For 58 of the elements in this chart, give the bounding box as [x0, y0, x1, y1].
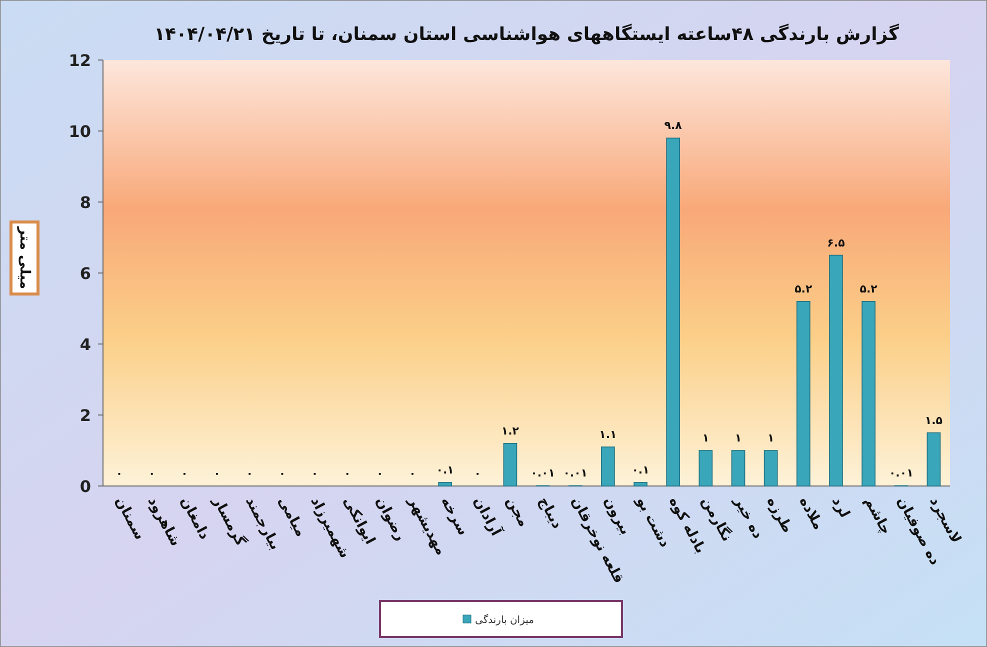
- data-label: ۰: [311, 467, 318, 480]
- data-label: ۰: [246, 467, 253, 480]
- y-tick-label: 8: [80, 193, 91, 212]
- data-label: ۹.۸: [664, 119, 682, 132]
- y-tick-label: 10: [68, 122, 91, 141]
- bar: [634, 482, 648, 486]
- data-label: ۰.۱: [436, 463, 454, 476]
- y-axis-title: میلی متر: [16, 226, 32, 290]
- x-tick-label: لاسجرد: [926, 494, 964, 546]
- bar: [666, 138, 680, 486]
- x-tick-label: سمنان: [112, 494, 148, 543]
- bar: [731, 450, 746, 486]
- x-tick-label: دیباج: [535, 494, 566, 532]
- data-label: ۰: [278, 467, 286, 480]
- data-label: ۰: [148, 467, 156, 480]
- bar: [829, 254, 843, 486]
- data-label: ۰.۱: [632, 463, 650, 476]
- data-label: ۰: [376, 467, 384, 480]
- data-label: ۱: [702, 432, 710, 444]
- x-tick-label: سرخه: [438, 494, 471, 538]
- data-label: ۰.۰۱: [563, 466, 588, 480]
- y-tick-label: 6: [80, 264, 91, 283]
- y-tick-label: 12: [68, 51, 91, 70]
- data-label: ۶.۵: [827, 236, 846, 250]
- x-tick-label: چاشم: [861, 494, 894, 538]
- bar: [601, 446, 615, 486]
- data-label: ۱: [734, 432, 742, 444]
- data-label: ۰: [181, 467, 188, 480]
- bar: [698, 450, 713, 486]
- y-tick-label: 4: [80, 335, 91, 354]
- data-label: ۰.۰۱: [530, 466, 555, 480]
- x-tick-label: لرد: [828, 494, 853, 521]
- y-tick-label: 0: [80, 477, 91, 496]
- y-tick-label: 2: [80, 406, 91, 425]
- bar: [862, 301, 876, 486]
- data-label: ۱: [767, 432, 774, 444]
- bar: [764, 450, 778, 486]
- data-label: ۱.۲: [501, 424, 520, 438]
- data-label: ۰: [344, 467, 351, 480]
- chart-title: گزارش بارندگی ۴۸ساعته ایستگاههای هواشناسی استان سمنان، تا تاریخ ۱۴۰۴/۰۴/۲۱: [154, 23, 900, 45]
- x-tick-label: طرزه: [763, 494, 796, 536]
- data-label: ۰: [214, 467, 220, 480]
- data-label: ۵.۲: [794, 282, 812, 296]
- data-label: ۵.۲: [860, 282, 878, 296]
- legend-label: میزان بارندگی: [475, 614, 534, 626]
- data-label: ۱.۵: [924, 414, 943, 427]
- bar: [926, 432, 941, 486]
- data-label: ۱.۱: [599, 428, 617, 441]
- bar: [503, 443, 518, 486]
- data-label: ۰: [116, 467, 123, 480]
- data-label: ۰: [409, 467, 416, 480]
- data-label: ۰: [474, 467, 481, 480]
- x-tick-label: بیرون: [600, 494, 634, 538]
- x-tick-label: میامی: [274, 494, 309, 540]
- data-label: ۰.۰۱: [888, 466, 914, 480]
- x-tick-label: ملاده: [796, 494, 826, 533]
- bar: [796, 301, 810, 486]
- bar: [438, 482, 452, 486]
